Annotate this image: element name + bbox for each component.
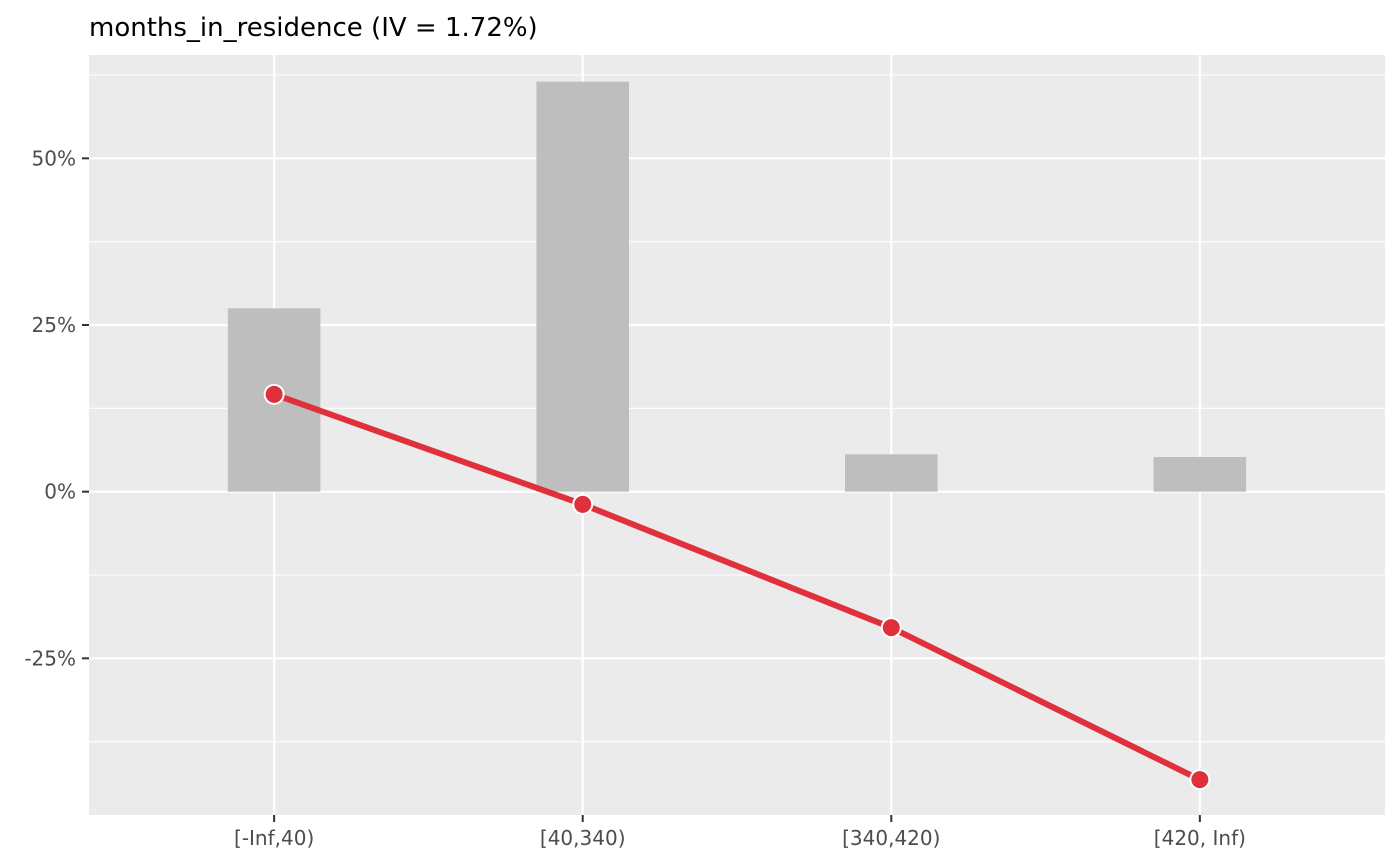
points bbox=[263, 383, 1211, 791]
x-tick-label: [-Inf,40) bbox=[234, 826, 314, 850]
y-tick-label: 50% bbox=[32, 146, 76, 170]
woe-line bbox=[271, 391, 1203, 783]
point-2 bbox=[572, 493, 594, 515]
x-tick-label: [40,340) bbox=[540, 826, 626, 850]
bar-4 bbox=[1153, 457, 1247, 492]
bar-2 bbox=[536, 81, 629, 492]
woe-line-layer bbox=[271, 391, 1203, 783]
point-3 bbox=[880, 617, 902, 639]
point-1 bbox=[263, 383, 285, 405]
y-tick-label: 0% bbox=[44, 480, 76, 504]
point-4 bbox=[1189, 769, 1211, 791]
bar-3 bbox=[845, 454, 938, 492]
x-tick-label: [420, Inf) bbox=[1154, 826, 1246, 850]
y-tick-label: -25% bbox=[24, 646, 76, 670]
x-tick-label: [340,420) bbox=[842, 826, 940, 850]
chart-title: months_in_residence (IV = 1.72%) bbox=[89, 13, 538, 43]
y-tick-label: 25% bbox=[32, 313, 76, 337]
y-axis: 50% 25% 0% -25% bbox=[24, 146, 89, 670]
x-axis: [-Inf,40) [40,340) [340,420) [420, Inf) bbox=[234, 815, 1246, 850]
